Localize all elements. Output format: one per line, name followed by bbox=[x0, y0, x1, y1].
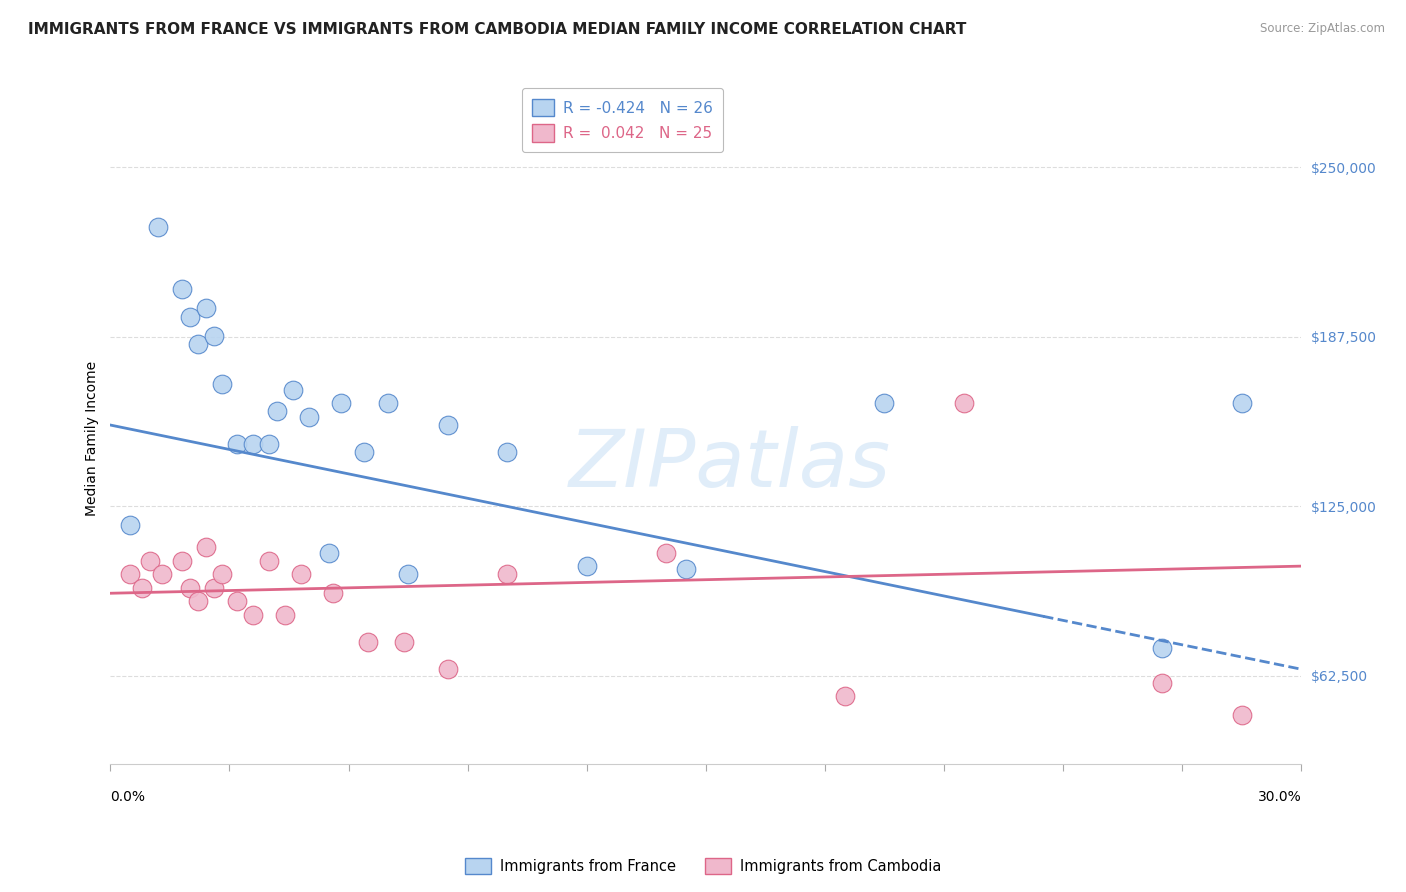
Point bbox=[357, 635, 380, 649]
Point bbox=[281, 383, 304, 397]
Point bbox=[290, 567, 312, 582]
Point bbox=[1230, 708, 1253, 723]
Point bbox=[146, 219, 169, 234]
Text: Source: ZipAtlas.com: Source: ZipAtlas.com bbox=[1260, 22, 1385, 36]
Point bbox=[257, 554, 280, 568]
Point bbox=[211, 567, 233, 582]
Point bbox=[202, 328, 225, 343]
Point bbox=[170, 282, 193, 296]
Point bbox=[1152, 640, 1174, 655]
Point bbox=[194, 301, 217, 316]
Legend: Immigrants from France, Immigrants from Cambodia: Immigrants from France, Immigrants from … bbox=[458, 852, 948, 880]
Point bbox=[318, 545, 340, 559]
Point bbox=[150, 567, 173, 582]
Point bbox=[226, 594, 249, 608]
Point bbox=[675, 562, 697, 576]
Point bbox=[377, 396, 399, 410]
Point bbox=[242, 607, 264, 622]
Point bbox=[194, 540, 217, 554]
Point bbox=[257, 437, 280, 451]
Point bbox=[575, 559, 598, 574]
Point bbox=[139, 554, 162, 568]
Point bbox=[187, 336, 209, 351]
Point bbox=[396, 567, 419, 582]
Point bbox=[179, 310, 201, 324]
Text: 0.0%: 0.0% bbox=[111, 790, 145, 805]
Point bbox=[187, 594, 209, 608]
Point bbox=[120, 567, 142, 582]
Point bbox=[353, 445, 375, 459]
Text: ZIPatlas: ZIPatlas bbox=[568, 425, 890, 504]
Point bbox=[120, 518, 142, 533]
Point bbox=[953, 396, 976, 410]
Point bbox=[834, 690, 856, 704]
Text: IMMIGRANTS FROM FRANCE VS IMMIGRANTS FROM CAMBODIA MEDIAN FAMILY INCOME CORRELAT: IMMIGRANTS FROM FRANCE VS IMMIGRANTS FRO… bbox=[28, 22, 966, 37]
Point bbox=[496, 445, 519, 459]
Point bbox=[496, 567, 519, 582]
Point bbox=[655, 545, 678, 559]
Point bbox=[170, 554, 193, 568]
Point bbox=[1230, 396, 1253, 410]
Point bbox=[298, 409, 321, 424]
Legend: R = -0.424   N = 26, R =  0.042   N = 25: R = -0.424 N = 26, R = 0.042 N = 25 bbox=[522, 88, 723, 153]
Point bbox=[436, 662, 458, 676]
Text: 30.0%: 30.0% bbox=[1257, 790, 1301, 805]
Point bbox=[242, 437, 264, 451]
Point bbox=[202, 581, 225, 595]
Point bbox=[179, 581, 201, 595]
Point bbox=[392, 635, 415, 649]
Point bbox=[274, 607, 297, 622]
Point bbox=[329, 396, 352, 410]
Y-axis label: Median Family Income: Median Family Income bbox=[86, 361, 100, 516]
Point bbox=[131, 581, 153, 595]
Point bbox=[1152, 675, 1174, 690]
Point bbox=[873, 396, 896, 410]
Point bbox=[436, 418, 458, 433]
Point bbox=[266, 404, 288, 418]
Point bbox=[211, 377, 233, 392]
Point bbox=[322, 586, 344, 600]
Point bbox=[226, 437, 249, 451]
